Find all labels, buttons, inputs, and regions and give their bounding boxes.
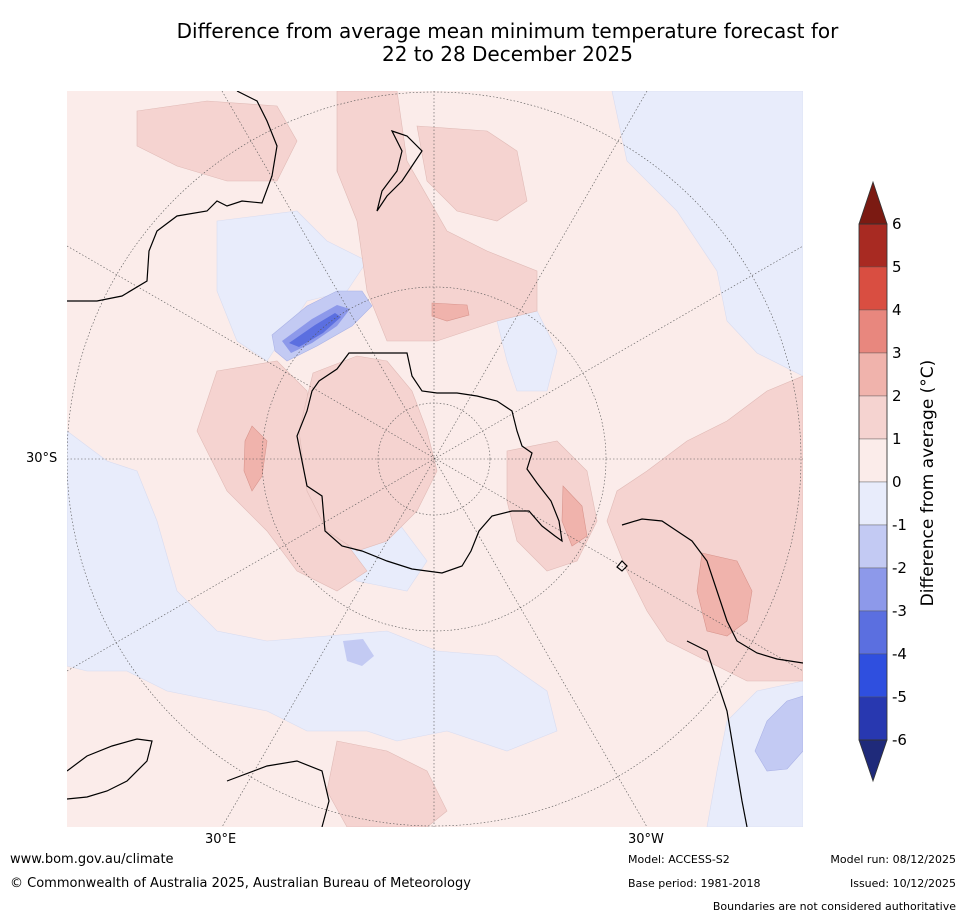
colorbar-bin-bm4_m5: [858, 653, 888, 698]
footer-website: www.bom.gov.au/climate: [10, 852, 174, 867]
australia-coast: [67, 91, 278, 302]
footer-model-run: Model run: 08/12/2025: [830, 853, 956, 866]
colorbar-tick-label: 5: [892, 258, 902, 276]
colorbar-extend-min: [858, 739, 888, 783]
forecast-map: [67, 91, 803, 827]
footer-model: Model: ACCESS-S2: [628, 853, 730, 866]
anomaly-field-blue-patches: [271, 290, 803, 772]
colorbar-bins: [858, 180, 888, 783]
lat-label-30s: 30°S: [26, 451, 58, 466]
anomaly-field-1-to-2: [136, 91, 803, 827]
title-line-2: 22 to 28 December 2025: [381, 42, 633, 66]
colorbar-tick-label: 3: [892, 344, 902, 362]
map-canvas: [67, 91, 803, 827]
map-title: Difference from average mean minimum tem…: [60, 20, 955, 66]
south-america-coast: [621, 518, 803, 664]
colorbar-bin-b3_2: [858, 352, 888, 397]
colorbar-tick-label: -3: [892, 602, 907, 620]
footer-copyright: © Commonwealth of Australia 2025, Austra…: [10, 876, 471, 891]
colorbar-tick-label: 6: [892, 215, 902, 233]
colorbar-bin-bm5_m6: [858, 696, 888, 741]
colorbar-tick-label: 1: [892, 430, 902, 448]
colorbar-bin-b6_5: [858, 223, 888, 268]
colorbar-tick-label: -4: [892, 645, 907, 663]
lon-label-30w: 30°W: [628, 832, 664, 847]
colorbar-tick-label: -1: [892, 516, 907, 534]
colorbar-bin-bm3_m4: [858, 610, 888, 655]
coastlines: [67, 91, 803, 827]
colorbar-tick-label: -6: [892, 731, 907, 749]
south-america-coast-2: [686, 640, 748, 827]
colorbar-tick-label: 0: [892, 473, 902, 491]
antarctica-coast: [296, 352, 563, 574]
colorbar-bin-b1_0: [858, 438, 888, 483]
colorbar-tick-label: 4: [892, 301, 902, 319]
colorbar-bin-b5_4: [858, 266, 888, 311]
colorbar-bin-bm1_m2: [858, 524, 888, 569]
title-line-1: Difference from average mean minimum tem…: [176, 19, 839, 43]
colorbar-frame: [858, 223, 888, 741]
colorbar-bin-b4_3: [858, 309, 888, 354]
colorbar-tick-label: -2: [892, 559, 907, 577]
footer-disclaimer: Boundaries are not considered authoritat…: [712, 900, 956, 913]
colorbar-label: Difference from average (°C): [918, 359, 938, 607]
africa-coast: [67, 738, 153, 800]
colorbar-bin-b0_m1: [858, 481, 888, 526]
colorbar-bin-bm2_m3: [858, 567, 888, 612]
madagascar-coast: [226, 760, 330, 827]
footer-base-period: Base period: 1981-2018: [628, 877, 761, 890]
colorbar-extend-max: [858, 180, 888, 225]
lon-label-30e: 30°E: [205, 832, 237, 847]
tierra-del-fuego: [616, 560, 628, 572]
colorbar-tick-label: -5: [892, 688, 907, 706]
new-zealand-coast: [376, 129, 423, 212]
colorbar-tick-label: 2: [892, 387, 902, 405]
colorbar-bin-b2_1: [858, 395, 888, 440]
footer-issued: Issued: 10/12/2025: [849, 877, 956, 890]
graticule: [67, 91, 803, 827]
